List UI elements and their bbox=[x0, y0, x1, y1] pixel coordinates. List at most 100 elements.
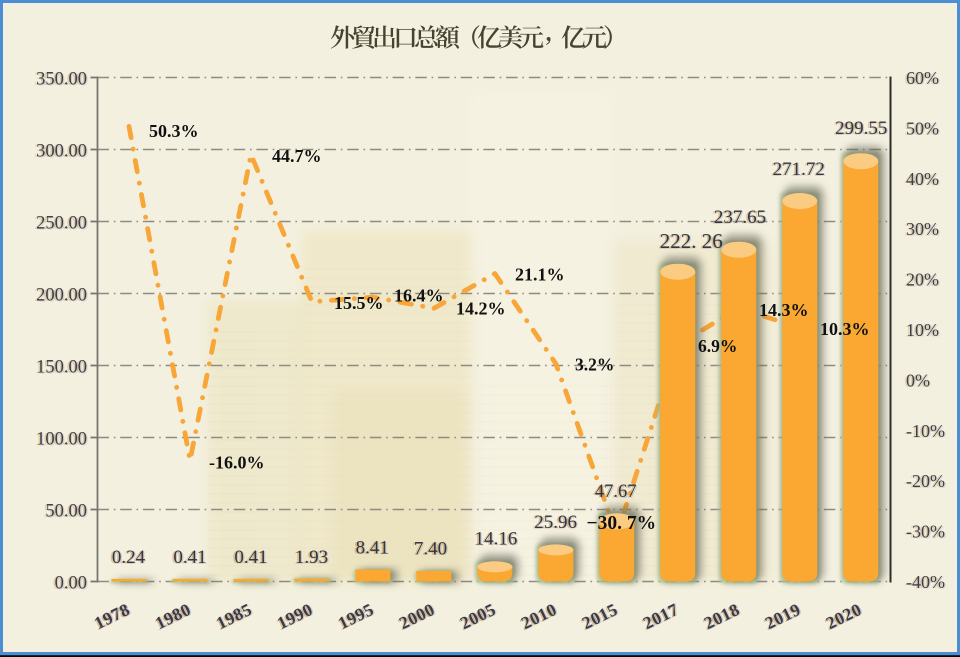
svg-text:222. 26: 222. 26 bbox=[661, 230, 724, 254]
svg-text:237.65: 237.65 bbox=[712, 208, 764, 229]
svg-text:100.00: 100.00 bbox=[36, 430, 87, 450]
svg-text:250.00: 250.00 bbox=[37, 214, 88, 234]
svg-text:7.40: 7.40 bbox=[412, 539, 445, 560]
svg-text:299.55: 299.55 bbox=[833, 119, 885, 140]
svg-text:271.72: 271.72 bbox=[774, 160, 826, 181]
svg-text:237.65: 237.65 bbox=[715, 208, 767, 229]
svg-text:14.16: 14.16 bbox=[476, 529, 519, 550]
svg-text:50%: 50% bbox=[904, 119, 937, 139]
svg-text:271.72: 271.72 bbox=[771, 160, 823, 181]
svg-text:20%: 20% bbox=[907, 270, 940, 290]
svg-text:300.00: 300.00 bbox=[37, 142, 88, 162]
svg-text:0.24: 0.24 bbox=[112, 547, 146, 568]
svg-text:1.93: 1.93 bbox=[296, 548, 329, 569]
svg-text:50%: 50% bbox=[906, 118, 939, 138]
svg-text:25.96: 25.96 bbox=[535, 513, 578, 534]
svg-text:8.41: 8.41 bbox=[356, 538, 389, 559]
svg-text:-10%: -10% bbox=[904, 421, 943, 441]
svg-text:350.00: 350.00 bbox=[34, 70, 85, 90]
svg-text:60%: 60% bbox=[906, 68, 939, 88]
svg-text:300.00: 300.00 bbox=[36, 142, 87, 162]
svg-text:21.1%: 21.1% bbox=[515, 265, 565, 285]
svg-text:30%: 30% bbox=[907, 220, 940, 240]
svg-text:100.00: 100.00 bbox=[37, 430, 88, 450]
svg-text:6.9%: 6.9% bbox=[698, 336, 737, 356]
svg-text:7.40: 7.40 bbox=[414, 539, 447, 560]
svg-text:100.00: 100.00 bbox=[34, 430, 85, 450]
svg-text:14.16: 14.16 bbox=[475, 529, 518, 550]
svg-text:-20%: -20% bbox=[907, 472, 946, 492]
svg-text:20%: 20% bbox=[906, 270, 939, 290]
svg-text:0.00: 0.00 bbox=[55, 574, 87, 594]
svg-text:−30. 7%: −30. 7% bbox=[587, 513, 657, 534]
svg-text:-30%: -30% bbox=[904, 522, 943, 542]
svg-text:60%: 60% bbox=[907, 69, 940, 89]
svg-text:3.2%: 3.2% bbox=[575, 355, 614, 375]
svg-text:25.96: 25.96 bbox=[534, 512, 577, 533]
svg-text:-40%: -40% bbox=[904, 573, 943, 593]
svg-text:50.00: 50.00 bbox=[44, 502, 86, 522]
svg-text:50.3%: 50.3% bbox=[149, 121, 199, 141]
svg-text:150.00: 150.00 bbox=[36, 358, 87, 378]
svg-text:8.41: 8.41 bbox=[354, 538, 387, 559]
svg-text:10%: 10% bbox=[907, 321, 940, 341]
svg-text:350.00: 350.00 bbox=[37, 70, 88, 90]
svg-text:1.93: 1.93 bbox=[295, 547, 328, 568]
svg-text:200.00: 200.00 bbox=[34, 286, 85, 306]
svg-text:40%: 40% bbox=[907, 170, 940, 190]
svg-text:200.00: 200.00 bbox=[36, 286, 87, 306]
svg-text:350.00: 350.00 bbox=[36, 70, 87, 90]
svg-text:0.41: 0.41 bbox=[172, 548, 205, 569]
svg-text:50.00: 50.00 bbox=[47, 502, 89, 522]
svg-text:40%: 40% bbox=[904, 169, 937, 189]
svg-text:-16.0%: -16.0% bbox=[209, 453, 265, 473]
svg-text:0.24: 0.24 bbox=[110, 548, 144, 569]
svg-text:16.4%: 16.4% bbox=[394, 286, 444, 306]
svg-text:200.00: 200.00 bbox=[37, 286, 88, 306]
svg-text:0.24: 0.24 bbox=[113, 548, 147, 569]
svg-text:0.00: 0.00 bbox=[53, 574, 85, 594]
svg-text:250.00: 250.00 bbox=[34, 214, 85, 234]
svg-text:30%: 30% bbox=[904, 220, 937, 240]
svg-text:-10%: -10% bbox=[907, 422, 946, 442]
svg-text:0.00: 0.00 bbox=[56, 574, 88, 594]
svg-text:-30%: -30% bbox=[906, 522, 945, 542]
svg-text:300.00: 300.00 bbox=[34, 142, 85, 162]
svg-text:0%: 0% bbox=[904, 371, 928, 391]
svg-text:47.67: 47.67 bbox=[595, 482, 637, 502]
svg-text:0.41: 0.41 bbox=[173, 547, 206, 568]
svg-text:150.00: 150.00 bbox=[37, 358, 88, 378]
svg-text:0%: 0% bbox=[906, 370, 930, 390]
svg-text:0.41: 0.41 bbox=[236, 548, 269, 569]
svg-text:25.96: 25.96 bbox=[533, 513, 576, 534]
svg-text:-30%: -30% bbox=[907, 522, 946, 542]
svg-text:10.3%: 10.3% bbox=[820, 319, 870, 339]
svg-text:222. 26: 222. 26 bbox=[660, 229, 723, 253]
svg-text:250.00: 250.00 bbox=[36, 214, 87, 234]
svg-text:0.41: 0.41 bbox=[233, 548, 266, 569]
svg-text:237.65: 237.65 bbox=[714, 207, 766, 228]
svg-text:7.40: 7.40 bbox=[415, 539, 448, 560]
svg-text:-20%: -20% bbox=[904, 472, 943, 492]
svg-text:44.7%: 44.7% bbox=[272, 146, 322, 166]
svg-text:14.2%: 14.2% bbox=[456, 299, 506, 319]
svg-text:8.41: 8.41 bbox=[357, 538, 390, 559]
svg-text:20%: 20% bbox=[904, 270, 937, 290]
svg-text:14.16: 14.16 bbox=[473, 529, 516, 550]
svg-text:-10%: -10% bbox=[906, 421, 945, 441]
svg-text:60%: 60% bbox=[904, 69, 937, 89]
svg-text:0.41: 0.41 bbox=[234, 547, 267, 568]
svg-text:-20%: -20% bbox=[906, 471, 945, 491]
svg-text:299.55: 299.55 bbox=[835, 118, 887, 139]
svg-text:0%: 0% bbox=[907, 371, 931, 391]
svg-text:47.67: 47.67 bbox=[596, 483, 638, 503]
svg-text:150.00: 150.00 bbox=[34, 358, 85, 378]
svg-text:271.72: 271.72 bbox=[773, 159, 825, 180]
svg-text:50%: 50% bbox=[907, 119, 940, 139]
svg-text:14.3%: 14.3% bbox=[759, 300, 809, 320]
svg-text:299.55: 299.55 bbox=[836, 119, 888, 140]
svg-text:10%: 10% bbox=[906, 320, 939, 340]
svg-text:40%: 40% bbox=[906, 169, 939, 189]
svg-text:222. 26: 222. 26 bbox=[658, 230, 721, 254]
svg-text:50.00: 50.00 bbox=[45, 502, 87, 522]
